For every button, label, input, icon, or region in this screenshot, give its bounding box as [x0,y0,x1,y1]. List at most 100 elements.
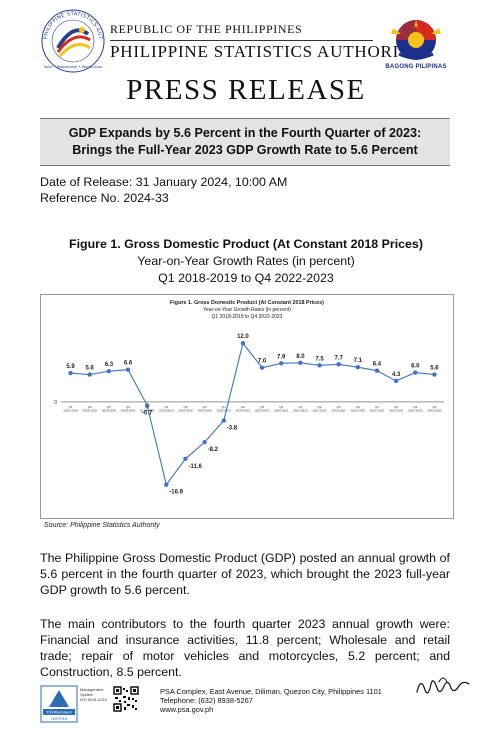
footer-address: PSA Complex, East Avenue, Diliman, Quezo… [160,687,382,696]
data-label: 12.0 [237,334,249,340]
press-release-title: PRESS RELEASE [126,74,366,106]
x-tick-label: Q2 2019-2020 [159,405,174,413]
series-line [70,342,435,486]
data-label: -16.9 [169,490,183,496]
figure-subtitle-1: Year-on-Year Growth Rates (in percent) [137,254,355,268]
agency-rule [110,40,373,41]
x-tick-label: Q2 2018-2019 [83,405,98,413]
footer-telephone: Telephone: (632) 8938-5267 [160,696,253,705]
data-point [336,362,341,367]
reference-number: Reference No. 2024-33 [40,191,169,205]
bagong-pilipinas-label: BAGONG PILIPINAS [385,64,447,70]
x-tick-label: Q1 2022-2023 [370,405,385,413]
data-point [144,403,150,408]
data-point [279,361,284,366]
tuv-certification-badge: TÜVRheinland CERTIFIED [40,685,78,723]
chart-inner-subtitle-2: Q1 2018-2019 to Q4 2022-2023 [212,314,283,320]
cert-badge-certified: CERTIFIED [51,717,68,721]
data-point [183,456,188,461]
chart-frame: Figure 1. Gross Domestic Product (At Con… [40,294,454,519]
data-point [240,341,246,346]
cert-line-3: ISO 9001:2015 [80,697,107,702]
header: PHILIPPINE STATISTICS AUTHORITY Solid • … [0,0,492,80]
data-label: 6.0 [411,364,420,370]
data-label: 7.9 [277,354,286,360]
release-date: Date of Release: 31 January 2024, 10:00 … [40,175,288,189]
data-label: -11.6 [188,464,202,470]
paragraph-2: The main contributors to the fourth quar… [40,617,450,679]
data-point [355,365,361,370]
y-zero-label: 0 [54,400,57,406]
release-meta: Date of Release: 31 January 2024, 10:00 … [40,174,287,206]
footer-contact: PSA Complex, East Avenue, Diliman, Quezo… [160,687,382,714]
data-point [125,367,131,372]
data-point [317,363,322,368]
figure-title: Figure 1. Gross Domestic Product (At Con… [69,237,423,251]
x-tick-label: Q3 2019-2020 [178,405,193,413]
data-label: 7.5 [315,356,324,362]
agency-line-1: REPUBLIC OF THE PHILIPPINES [110,22,303,36]
agency-name-block: REPUBLIC OF THE PHILIPPINES [110,22,302,37]
data-label: 7.0 [258,359,267,365]
x-tick-label: Q1 2021-2022 [293,405,308,413]
cert-badge-name: TÜVRheinland [45,710,71,715]
data-point [164,482,169,487]
x-tick-label: Q2 2021-2022 [312,405,327,413]
data-label: 5.9 [66,364,75,370]
signature [416,677,470,694]
data-label: 5.6 [86,366,95,372]
x-tick-label: Q4 2019-2020 [197,405,212,413]
headline-line-2: Brings the Full-Year 2023 GDP Growth Rat… [72,143,418,157]
x-tick-label: Q4 2022-2023 [427,405,442,413]
footer-website[interactable]: www.psa.gov.ph [160,705,214,714]
data-point [432,372,437,377]
data-label: -8.2 [208,447,219,453]
x-tick-label: Q3 2020-2021 [255,405,270,413]
qr-code[interactable] [113,686,139,712]
data-label: -3.8 [227,426,238,432]
paragraph-1: The Philippine Gross Domestic Product (G… [40,551,450,597]
agency-line-2: PHILIPPINE STATISTICS AUTHORITY [110,42,424,61]
data-point [298,360,303,366]
data-label: 6.4 [373,362,382,368]
x-tick-label: Q4 2020-2021 [274,405,289,413]
psa-logo: PHILIPPINE STATISTICS AUTHORITY Solid • … [40,8,105,73]
chart-inner-subtitle-1: Year-on-Year Growth Rates (in percent) [203,307,291,313]
data-label: 6.3 [105,362,114,368]
data-label: 7.7 [335,355,344,361]
logo-motto: Solid • Responsive • World-class [44,65,103,69]
data-point [87,372,92,377]
x-tick-label: Q2 2020-2021 [236,405,251,413]
figure-subtitle-2: Q1 2018-2019 to Q4 2022-2023 [158,271,334,285]
data-label: 8.0 [296,354,305,360]
data-point [374,368,380,373]
data-point [202,439,207,445]
chart-source: Source: Philippine Statistics Authority [44,522,160,529]
data-label: 6.6 [124,361,133,367]
headline-line-1: GDP Expands by 5.6 Percent in the Fourth… [68,126,422,140]
chart-inner-title: Figure 1. Gross Domestic Product (At Con… [170,300,324,306]
data-point [393,378,399,384]
cert-line-1: Management [80,687,104,692]
gdp-growth-chart: Figure 1. Gross Domestic Product (At Con… [54,300,444,496]
x-tick-label: Q3 2021-2022 [331,405,346,413]
x-tick-label: Q2 2022-2023 [389,405,404,413]
data-point [106,368,112,374]
agency-name-block-2: PHILIPPINE STATISTICS AUTHORITY [110,41,423,62]
cert-line-2: System [80,692,94,697]
data-point [221,418,226,423]
x-tick-label: Q1 2018-2019 [63,405,78,413]
data-label: 7.1 [354,358,363,364]
data-label: -0.7 [142,410,153,416]
x-tick-label: Q4 2018-2019 [121,405,136,413]
headline-box: GDP Expands by 5.6 Percent in the Fourth… [40,118,450,166]
cert-text: Management System ISO 9001:2015 [80,687,114,702]
x-tick-label: Q1 2019-2020 [140,405,155,413]
data-point [259,365,265,370]
bagong-pilipinas-logo [391,20,441,60]
x-tick-label: Q4 2021-2022 [351,405,366,413]
data-point [413,370,418,375]
x-tick-label: Q1 2020-2021 [217,405,232,413]
data-label: 5.6 [430,366,439,372]
x-tick-label: Q3 2022-2023 [408,405,423,413]
